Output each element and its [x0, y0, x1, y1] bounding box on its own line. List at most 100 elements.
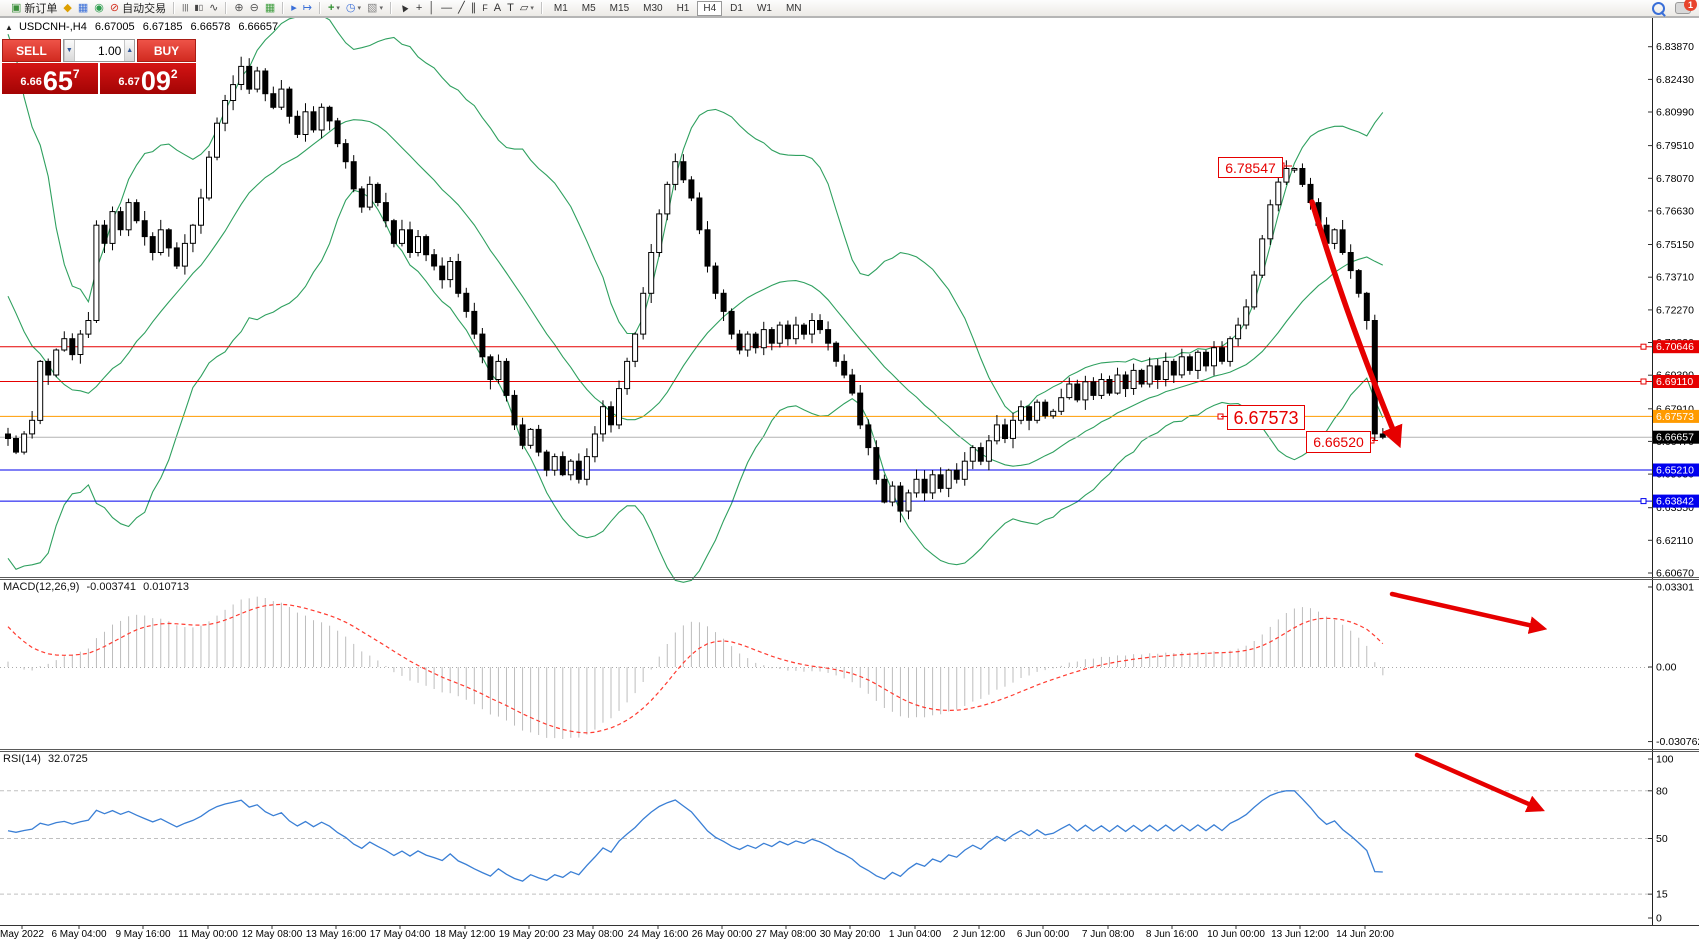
- auto-scroll-button[interactable]: ▸: [288, 1, 300, 16]
- cursor-button[interactable]: ▲: [396, 0, 413, 16]
- rsi-title: RSI(14): [3, 753, 41, 765]
- timeframe-bar: M1 M5 M15 M30 H1 H4 D1 W1 MN: [547, 0, 809, 16]
- equidistant-channel-button[interactable]: ∥: [468, 1, 480, 16]
- volume-increase-button[interactable]: ▲: [124, 40, 135, 61]
- dropdown-arrow-icon[interactable]: ▾: [530, 5, 534, 12]
- sell-button[interactable]: SELL: [2, 39, 61, 62]
- svg-text:26 May 00:00: 26 May 00:00: [692, 929, 753, 940]
- auto-trading-label: 自动交易: [122, 3, 167, 15]
- drawing-objects[interactable]: [1217, 162, 1548, 813]
- timeframe-mn[interactable]: MN: [785, 2, 802, 14]
- data-window-button[interactable]: ▦: [75, 1, 91, 16]
- svg-text:6 Jun 00:00: 6 Jun 00:00: [1017, 929, 1070, 940]
- svg-text:27 May 08:00: 27 May 08:00: [756, 929, 817, 940]
- svg-text:15: 15: [1656, 889, 1668, 901]
- cursor-icon: ▲: [396, 0, 413, 16]
- auto-scroll-icon: ▸: [291, 1, 297, 14]
- text-button[interactable]: A: [491, 1, 504, 16]
- dropdown-arrow-icon[interactable]: ▾: [357, 5, 362, 12]
- svg-text:80: 80: [1656, 785, 1668, 797]
- vertical-line-button[interactable]: │: [425, 1, 438, 16]
- volume-input[interactable]: [74, 40, 125, 61]
- timeframe-w1[interactable]: W1: [756, 2, 772, 14]
- zoom-out-icon: ⊖: [249, 1, 259, 14]
- svg-text:24 May 16:00: 24 May 16:00: [628, 929, 689, 940]
- svg-text:6.72270: 6.72270: [1656, 304, 1694, 316]
- toolbar-separator: [318, 2, 321, 14]
- price-annotation-pivot[interactable]: 6.67573: [1227, 405, 1305, 430]
- horizontal-lines[interactable]: [0, 343, 1652, 505]
- community-button[interactable]: ◉: [91, 1, 107, 16]
- text-label-icon: T: [507, 1, 514, 14]
- tile-windows-button[interactable]: ▦: [262, 1, 278, 16]
- crosshair-button[interactable]: +: [413, 1, 425, 16]
- horizontal-line-icon: —: [441, 1, 453, 14]
- text-label-button[interactable]: T: [504, 1, 517, 16]
- template-icon: ▧: [367, 1, 378, 14]
- support-line-2-handle[interactable]: [1640, 498, 1647, 505]
- globe-icon: ◉: [94, 1, 104, 14]
- candle-chart-mode-button[interactable]: ▮▯: [191, 1, 206, 16]
- chat-icon[interactable]: 1: [1675, 0, 1697, 14]
- timeframe-m1[interactable]: M1: [553, 2, 568, 14]
- resistance-line-1-handle[interactable]: [1640, 343, 1647, 350]
- bar-chart-mode-button[interactable]: |||: [179, 1, 191, 16]
- line-chart-mode-button[interactable]: ∿: [206, 1, 221, 16]
- new-order-label: 新订单: [24, 3, 58, 15]
- timeframe-m5[interactable]: M5: [581, 2, 596, 14]
- dropdown-arrow-icon[interactable]: ▾: [336, 5, 340, 12]
- search-icon[interactable]: [1652, 1, 1666, 17]
- main-trend-arrow[interactable]: [1309, 199, 1403, 449]
- indicators-button[interactable]: + ▾: [325, 1, 343, 16]
- fibonacci-button[interactable]: F: [479, 1, 491, 16]
- toolbar-separator: [173, 2, 176, 14]
- price-annotation-low[interactable]: 6.66520: [1306, 431, 1371, 453]
- chart-corner-icon: ▲: [5, 23, 13, 32]
- templates-button[interactable]: ▧ ▾: [364, 1, 386, 16]
- new-order-button[interactable]: ▣ 新订单: [8, 1, 60, 16]
- zoom-in-icon: ⊕: [234, 1, 244, 14]
- svg-text:6.62110: 6.62110: [1656, 535, 1693, 547]
- timeframe-m15[interactable]: M15: [609, 2, 630, 14]
- bar-high: 6.67185: [142, 21, 183, 33]
- svg-text:6.69110: 6.69110: [1656, 376, 1693, 388]
- sell-price[interactable]: 6.66 65 7: [2, 63, 98, 94]
- macd-trend-arrow[interactable]: [1389, 591, 1548, 634]
- price-annotation-high[interactable]: 6.78547: [1218, 157, 1283, 178]
- svg-text:0.03301: 0.03301: [1656, 581, 1694, 593]
- timeframe-m30[interactable]: M30: [643, 2, 663, 14]
- timeframe-h4[interactable]: H4: [697, 0, 723, 16]
- notification-badge[interactable]: 1: [1684, 0, 1697, 11]
- resistance-line-2-handle[interactable]: [1640, 378, 1647, 385]
- svg-text:2 Jun 12:00: 2 Jun 12:00: [953, 929, 1006, 940]
- sell-price-big: 65: [42, 65, 73, 96]
- buy-price[interactable]: 6.67 09 2: [100, 63, 196, 94]
- market-watch-button[interactable]: ◆: [60, 1, 74, 16]
- dropdown-arrow-icon[interactable]: ▾: [379, 5, 383, 12]
- buy-button[interactable]: BUY: [137, 39, 196, 62]
- timeframe-d1[interactable]: D1: [730, 2, 743, 14]
- toolbar-separator: [540, 2, 543, 14]
- volume-decrease-button[interactable]: ▼: [64, 40, 75, 61]
- shapes-button[interactable]: ▱ ▾: [517, 1, 537, 16]
- svg-text:6.60670: 6.60670: [1656, 568, 1694, 580]
- rsi-trend-arrow[interactable]: [1414, 752, 1545, 813]
- svg-text:6.66657: 6.66657: [1656, 432, 1694, 444]
- zoom-in-button[interactable]: ⊕: [231, 1, 246, 16]
- svg-text:50: 50: [1656, 833, 1668, 845]
- timeframe-h1[interactable]: H1: [676, 2, 690, 14]
- periods-button[interactable]: ◷ ▾: [343, 1, 364, 16]
- horizontal-line-button[interactable]: —: [438, 1, 455, 16]
- chart-shift-button[interactable]: ↦: [300, 1, 315, 16]
- trendline-icon: ╱: [458, 1, 465, 14]
- svg-text:9 May 16:00: 9 May 16:00: [115, 929, 170, 940]
- svg-text:6.70646: 6.70646: [1656, 341, 1694, 353]
- trendline-button[interactable]: ╱: [455, 1, 468, 16]
- auto-trading-button[interactable]: ⊘ 自动交易: [107, 1, 169, 16]
- zoom-out-button[interactable]: ⊖: [247, 1, 262, 16]
- toolbar-buttons: ▣ 新订单 ◆ ▦ ◉ ⊘ 自动交易 ||| ▮▯ ∿ ⊕ ⊖ ▦ ▸ ↦ + ▾ ◷ ▾ ▧ ▾ ▲ + │ — ╱ ∥ F A T ▱ ▾: [8, 0, 547, 16]
- svg-text:6.82430: 6.82430: [1656, 74, 1694, 86]
- svg-text:8 Jun 16:00: 8 Jun 16:00: [1146, 929, 1199, 940]
- macd-title: MACD(12,26,9): [3, 581, 80, 593]
